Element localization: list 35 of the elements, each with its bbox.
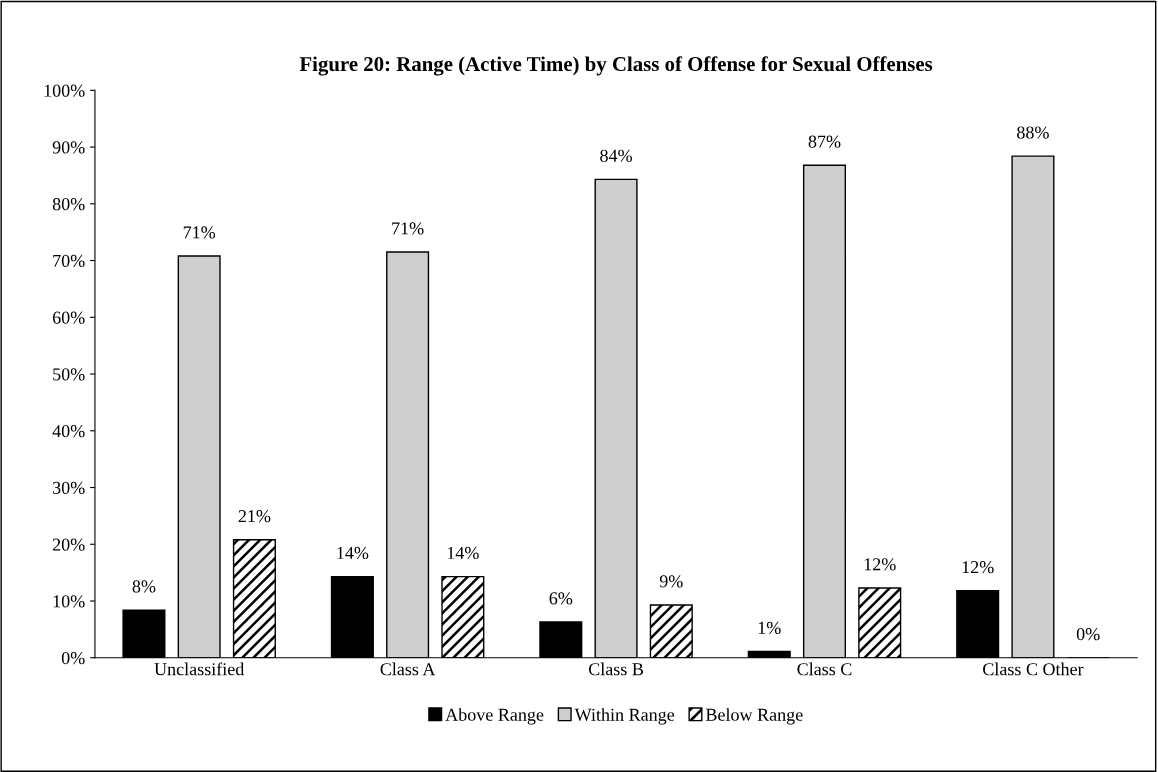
data-label: 84%	[600, 149, 632, 162]
y-tick-label: 0%	[61, 652, 85, 665]
y-tick-label: 90%	[52, 141, 85, 154]
data-label: 6%	[549, 592, 573, 605]
data-label: 87%	[808, 135, 841, 148]
y-tick-label: 50%	[53, 368, 85, 381]
data-label: 14%	[447, 546, 479, 560]
y-tick-label: 60%	[52, 311, 85, 324]
data-label: 14%	[337, 546, 369, 560]
y-tick-label: 20%	[52, 538, 85, 551]
y-tick-label: 80%	[52, 198, 85, 211]
data-label: 0%	[1076, 628, 1100, 641]
data-label: 9%	[659, 575, 683, 588]
x-tick-label: Unclassified	[154, 662, 245, 676]
y-tick-label: 40%	[52, 425, 85, 438]
x-tick-label: Class C	[797, 662, 852, 676]
data-label: 71%	[392, 222, 424, 235]
data-label: 8%	[132, 580, 156, 593]
y-tick-label: 10%	[53, 595, 85, 608]
x-tick-label: Class A	[380, 662, 436, 676]
legend-label: Below Range	[705, 708, 803, 725]
y-tick-label: 70%	[53, 254, 85, 268]
data-label: 21%	[238, 509, 271, 523]
y-tick-label: 30%	[53, 481, 85, 495]
x-tick-label: Class B	[588, 662, 644, 676]
legend-label: Within Range	[574, 708, 675, 725]
data-label: 1%	[758, 621, 781, 635]
legend-label: Above Range	[445, 708, 544, 725]
y-tick-label: 100%	[44, 84, 85, 97]
data-label: 88%	[1017, 126, 1049, 139]
data-label: 71%	[183, 226, 216, 239]
data-label: 12%	[864, 558, 896, 571]
data-label: 12%	[962, 561, 994, 574]
chart-title: Figure 20: Range (Active Time) by Class of Offense for Sexual Offenses	[299, 56, 933, 76]
x-tick-label: Class C Other	[983, 662, 1084, 676]
